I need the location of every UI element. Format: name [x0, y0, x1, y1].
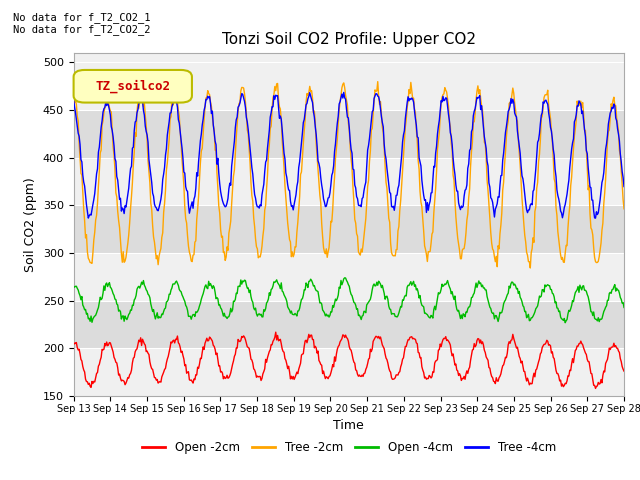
Bar — [74, 205, 624, 253]
Open -4cm — [341, 275, 349, 281]
Tree -2cm — [70, 92, 77, 97]
Bar — [74, 300, 624, 348]
Line: Open -4cm: Open -4cm — [74, 278, 624, 323]
Open -4cm — [395, 310, 403, 316]
Tree -4cm — [319, 188, 326, 193]
Tree -4cm — [167, 110, 175, 116]
Tree -2cm — [211, 147, 219, 153]
Text: No data for f_T2_CO2_1: No data for f_T2_CO2_1 — [13, 12, 150, 23]
Legend: Open -2cm, Tree -2cm, Open -4cm, Tree -4cm: Open -2cm, Tree -2cm, Open -4cm, Tree -4… — [137, 436, 561, 459]
Open -4cm — [211, 289, 219, 295]
Tree -4cm — [485, 180, 493, 186]
Y-axis label: Soil CO2 (ppm): Soil CO2 (ppm) — [24, 177, 37, 272]
Tree -4cm — [340, 89, 348, 95]
Open -2cm — [320, 368, 328, 374]
Open -4cm — [485, 300, 493, 306]
Open -2cm — [591, 385, 599, 391]
Line: Tree -4cm: Tree -4cm — [74, 92, 624, 218]
Tree -4cm — [620, 184, 628, 190]
Tree -2cm — [167, 114, 175, 120]
Open -2cm — [272, 329, 280, 335]
Open -2cm — [485, 365, 493, 371]
Open -2cm — [167, 339, 175, 345]
Tree -2cm — [620, 206, 628, 212]
Line: Tree -2cm: Tree -2cm — [74, 82, 624, 268]
Tree -4cm — [591, 215, 599, 221]
Title: Tonzi Soil CO2 Profile: Upper CO2: Tonzi Soil CO2 Profile: Upper CO2 — [222, 33, 476, 48]
Open -4cm — [561, 320, 569, 325]
X-axis label: Time: Time — [333, 419, 364, 432]
Tree -2cm — [319, 234, 326, 240]
Tree -4cm — [438, 99, 446, 105]
Line: Open -2cm: Open -2cm — [74, 332, 624, 388]
Open -2cm — [211, 347, 219, 352]
Open -2cm — [70, 340, 77, 346]
Open -4cm — [319, 307, 326, 313]
Tree -2cm — [395, 224, 403, 229]
Tree -2cm — [374, 79, 381, 84]
FancyBboxPatch shape — [74, 70, 192, 103]
Tree -4cm — [70, 96, 77, 102]
Text: No data for f_T2_CO2_2: No data for f_T2_CO2_2 — [13, 24, 150, 35]
Tree -2cm — [438, 94, 446, 100]
Open -4cm — [70, 284, 77, 289]
Tree -4cm — [211, 138, 219, 144]
Open -2cm — [395, 370, 403, 375]
Open -2cm — [438, 340, 446, 346]
Text: TZ_soilco2: TZ_soilco2 — [95, 80, 170, 93]
Open -4cm — [438, 281, 446, 287]
Tree -2cm — [485, 201, 493, 207]
Open -4cm — [167, 287, 175, 293]
Open -2cm — [620, 368, 628, 374]
Tree -2cm — [527, 265, 534, 271]
Tree -4cm — [395, 182, 403, 188]
Bar — [74, 110, 624, 157]
Open -4cm — [620, 305, 628, 311]
